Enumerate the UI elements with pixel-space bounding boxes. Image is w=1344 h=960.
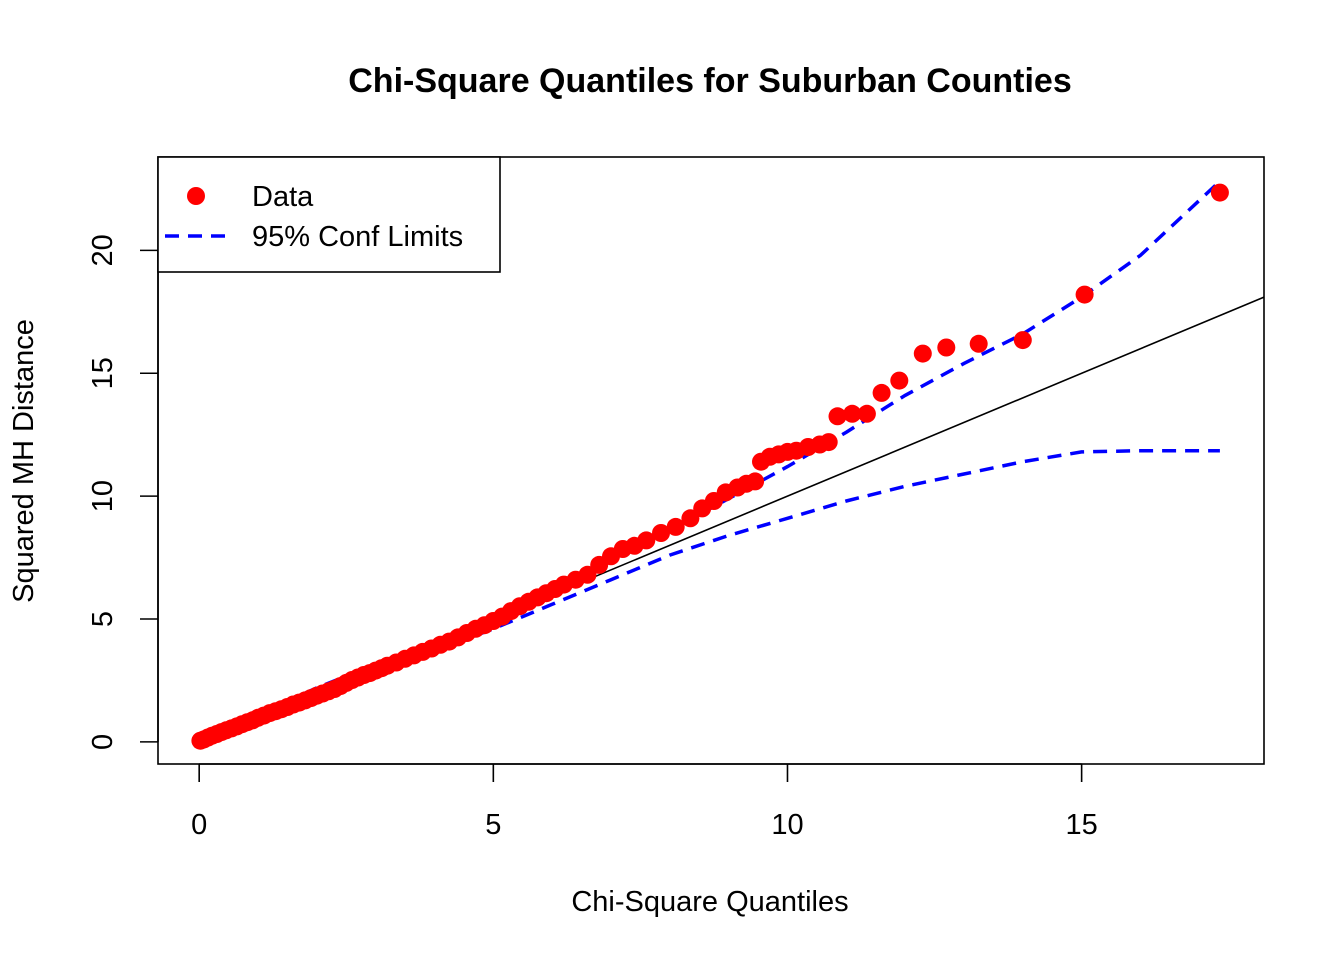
data-point bbox=[819, 433, 838, 452]
data-point bbox=[1210, 183, 1229, 202]
y-tick-label: 5 bbox=[87, 611, 119, 627]
data-point bbox=[746, 472, 765, 491]
data-point bbox=[969, 334, 988, 353]
data-point bbox=[1013, 331, 1032, 350]
data-point bbox=[637, 531, 656, 550]
x-tick-label: 10 bbox=[771, 809, 803, 841]
y-axis: 0 5 10 15 20 bbox=[87, 234, 159, 750]
data-point bbox=[652, 524, 670, 542]
legend-box bbox=[157, 156, 501, 273]
data-point bbox=[890, 371, 909, 390]
legend-point-marker bbox=[187, 187, 205, 205]
conf-limit-line-3 bbox=[198, 448, 1220, 744]
x-tick-label: 5 bbox=[485, 809, 501, 841]
y-tick-label: 20 bbox=[87, 234, 119, 266]
x-tick-label: 15 bbox=[1065, 809, 1097, 841]
legend: Data 95% Conf Limits bbox=[157, 156, 501, 273]
chart-title: Chi-Square Quantiles for Suburban Counti… bbox=[348, 62, 1072, 100]
data-point bbox=[828, 407, 847, 426]
data-point bbox=[666, 517, 685, 536]
y-axis-label: Squared MH Distance bbox=[8, 319, 40, 603]
data-point bbox=[857, 404, 876, 423]
legend-label-data: Data bbox=[252, 181, 314, 213]
data-point bbox=[843, 404, 862, 423]
plot-area bbox=[191, 182, 1264, 750]
y-tick-label: 10 bbox=[87, 480, 119, 512]
x-axis: 0 5 10 15 bbox=[191, 763, 1098, 841]
data-point bbox=[913, 344, 932, 363]
data-point bbox=[937, 338, 956, 357]
x-tick-label: 0 bbox=[191, 809, 207, 841]
x-axis-label: Chi-Square Quantiles bbox=[571, 886, 848, 918]
data-point bbox=[1075, 285, 1094, 304]
y-tick-label: 15 bbox=[87, 357, 119, 389]
y-tick-label: 0 bbox=[87, 734, 119, 750]
data-point bbox=[681, 509, 700, 528]
legend-label-conf-limits: 95% Conf Limits bbox=[252, 221, 463, 253]
data-point bbox=[872, 383, 891, 402]
